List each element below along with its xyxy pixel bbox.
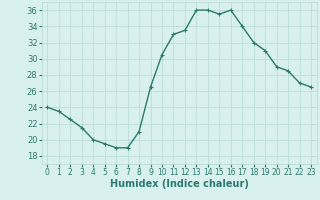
X-axis label: Humidex (Indice chaleur): Humidex (Indice chaleur)	[110, 179, 249, 189]
